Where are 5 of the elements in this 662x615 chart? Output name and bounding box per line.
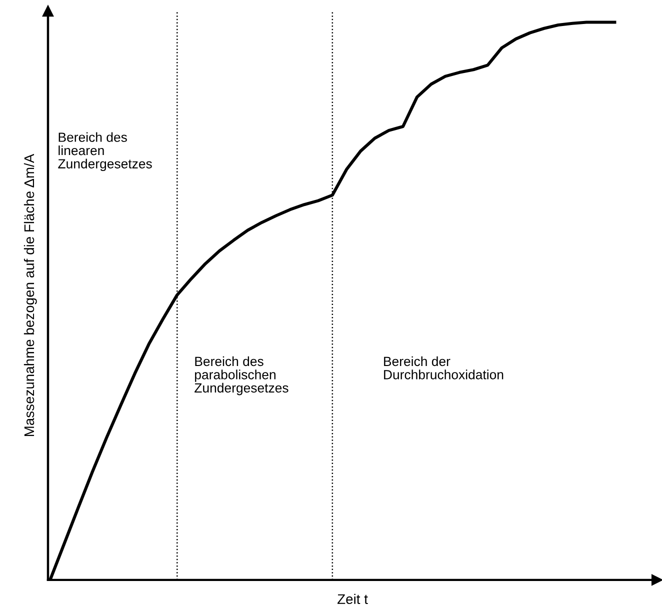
y-axis-title: Massezunahme bezogen auf die Fläche Δm/A (24, 154, 37, 436)
annotation: Bereich des linearen Zundergesetzes (58, 132, 152, 172)
x-axis-title: Zeit t (338, 594, 368, 604)
annotation: Bereich des parabolischen Zundergesetzes (194, 356, 288, 396)
annotation: Bereich der Durchbruchoxidation (384, 356, 504, 380)
